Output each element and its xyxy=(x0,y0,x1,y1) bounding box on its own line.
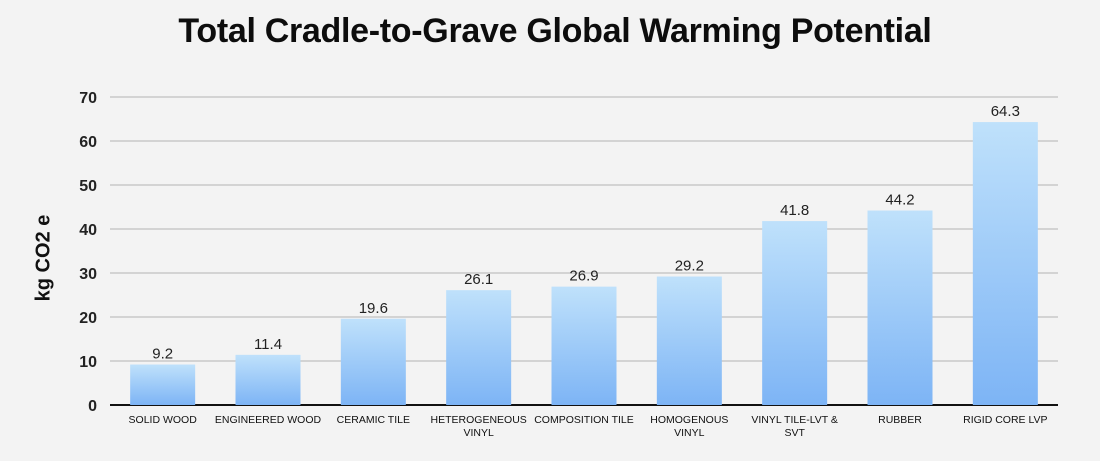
data-label: 64.3 xyxy=(991,103,1020,120)
bar xyxy=(656,276,722,405)
y-tick-label: 0 xyxy=(88,398,97,415)
x-tick-label: SVT xyxy=(784,427,805,439)
x-tick-label: VINYL xyxy=(674,427,705,439)
bar xyxy=(235,354,301,405)
y-tick-label: 30 xyxy=(79,266,97,283)
bar xyxy=(867,210,933,405)
x-tick-label: COMPOSITION TILE xyxy=(534,414,634,426)
data-label: 19.6 xyxy=(359,300,388,317)
labels: 0 10 20 30 40 50 60 70 9.2 SOLID WOOD 11.4 ENGINEER… xyxy=(79,90,1047,439)
data-label: 26.9 xyxy=(569,268,598,285)
x-tick-label: RIGID CORE LVP xyxy=(963,414,1047,426)
x-tick-label: VINYL TILE-LVT & xyxy=(751,414,838,426)
bar xyxy=(130,364,196,405)
data-label: 41.8 xyxy=(780,202,809,219)
bar xyxy=(972,122,1038,405)
bars xyxy=(130,122,1038,405)
x-tick-label: RUBBER xyxy=(878,414,922,426)
bar xyxy=(340,318,406,405)
bar xyxy=(446,290,512,405)
data-label: 9.2 xyxy=(152,346,173,363)
data-label: 26.1 xyxy=(464,271,493,288)
chart-title: Total Cradle-to-Grave Global Warming Pot… xyxy=(178,12,932,50)
x-tick-label: SOLID WOOD xyxy=(129,414,198,426)
y-tick-label: 20 xyxy=(79,310,97,327)
y-tick-label: 70 xyxy=(79,90,97,107)
data-label: 11.4 xyxy=(254,336,282,353)
x-tick-label: CERAMIC TILE xyxy=(337,414,410,426)
x-tick-label: HETEROGENEOUS xyxy=(431,414,527,426)
y-tick-label: 60 xyxy=(79,134,97,151)
x-tick-label: HOMOGENOUS xyxy=(650,414,728,426)
y-tick-label: 40 xyxy=(79,222,97,239)
y-tick-label: 50 xyxy=(79,178,97,195)
data-label: 29.2 xyxy=(675,258,704,275)
y-tick-label: 10 xyxy=(79,354,97,371)
data-label: 44.2 xyxy=(885,192,914,209)
bar xyxy=(762,221,828,405)
x-tick-label: VINYL xyxy=(463,427,494,439)
bar xyxy=(551,286,617,405)
x-tick-label: ENGINEERED WOOD xyxy=(215,414,322,426)
